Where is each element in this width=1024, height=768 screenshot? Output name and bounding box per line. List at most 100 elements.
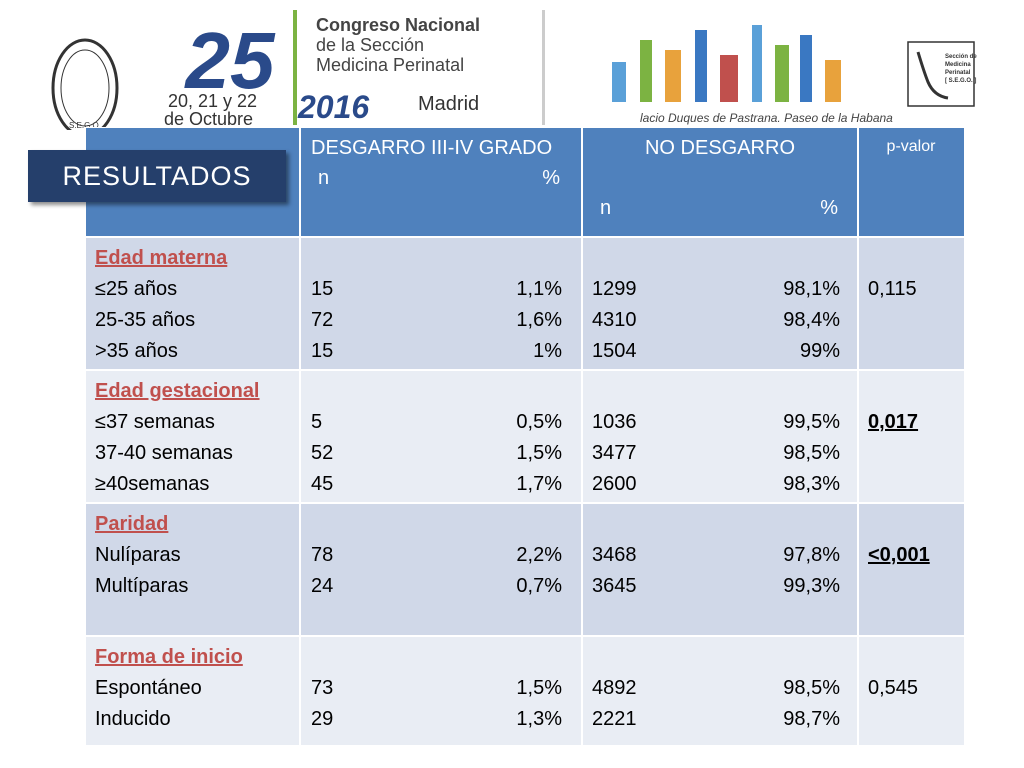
count: 2600 bbox=[592, 473, 637, 495]
body-cell bbox=[85, 636, 300, 746]
count: 52 bbox=[311, 442, 334, 464]
congress-line: Congreso Nacional bbox=[316, 15, 480, 35]
percent: 1,3% bbox=[516, 708, 562, 730]
percent: 0,5% bbox=[516, 411, 562, 433]
count: 78 bbox=[311, 544, 334, 566]
dates: de Octubre bbox=[164, 109, 253, 129]
header-art: S.E.G.O. 25 Congreso Nacional de la Secc… bbox=[51, 10, 977, 130]
column-sub: n bbox=[318, 167, 330, 189]
divider bbox=[542, 10, 545, 125]
column-title: p-valor bbox=[886, 138, 936, 155]
header-cell bbox=[582, 127, 858, 237]
logo-text: [ S.E.G.O. ] bbox=[945, 78, 976, 84]
body-cell bbox=[858, 636, 965, 746]
body-cell bbox=[85, 503, 300, 636]
dates: 20, 21 y 22 bbox=[168, 91, 257, 111]
congress-line: de la Sección bbox=[316, 35, 424, 55]
percent: 98,3% bbox=[783, 473, 840, 495]
column-sub: % bbox=[542, 167, 560, 189]
count: 1299 bbox=[592, 278, 637, 300]
count: 1036 bbox=[592, 411, 637, 433]
seal-text: S.E.G.O. bbox=[69, 121, 101, 130]
big-number: 25 bbox=[184, 16, 276, 105]
percent: 1,5% bbox=[516, 442, 562, 464]
percent: 0,7% bbox=[516, 575, 562, 597]
p-value: <0,001 bbox=[868, 544, 930, 566]
percent: 99,3% bbox=[783, 575, 840, 597]
percent: 97,8% bbox=[783, 544, 840, 566]
logo-text: Perinatal bbox=[945, 70, 971, 76]
count: 4892 bbox=[592, 677, 637, 699]
body-cell bbox=[582, 636, 858, 746]
column-title: NO DESGARRO bbox=[644, 137, 796, 159]
column-sub: % bbox=[820, 197, 838, 219]
percent: 98,4% bbox=[783, 309, 840, 331]
body-cell bbox=[858, 237, 965, 370]
percent: 98,5% bbox=[783, 442, 840, 464]
header-cell bbox=[300, 127, 582, 237]
body-cell bbox=[858, 370, 965, 503]
row-label: ≤25 años bbox=[95, 278, 178, 300]
year: 2016 bbox=[297, 89, 369, 125]
header-cell bbox=[858, 127, 965, 237]
group-title: Forma de inicio bbox=[95, 646, 243, 668]
row-label: Nulíparas bbox=[95, 544, 181, 566]
count: 45 bbox=[311, 473, 334, 495]
row-label: >35 años bbox=[95, 340, 178, 362]
percent: 2,2% bbox=[516, 544, 562, 566]
percent: 1,6% bbox=[516, 309, 562, 331]
p-value: 0,545 bbox=[868, 677, 919, 699]
percent: 99% bbox=[799, 340, 840, 362]
body-cell bbox=[85, 237, 300, 370]
venue: lacio Duques de Pastrana. Paseo de la Ha… bbox=[640, 111, 893, 125]
p-value: 0,017 bbox=[868, 411, 919, 433]
body-cell bbox=[300, 503, 582, 636]
percent: 1,7% bbox=[516, 473, 562, 495]
count: 72 bbox=[311, 309, 334, 331]
body-cell bbox=[300, 370, 582, 503]
column-sub: n bbox=[600, 197, 612, 219]
group-title: Paridad bbox=[95, 513, 169, 535]
row-label: ≤37 semanas bbox=[95, 411, 215, 433]
percent: 1% bbox=[533, 340, 562, 362]
count: 3477 bbox=[592, 442, 637, 464]
count: 73 bbox=[311, 677, 334, 699]
body-cell bbox=[582, 370, 858, 503]
skyline bbox=[612, 25, 841, 102]
body-cell bbox=[582, 503, 858, 636]
group-title: Edad gestacional bbox=[95, 380, 260, 402]
column-title: DESGARRO III-IV GRADO bbox=[311, 137, 553, 159]
percent: 1,1% bbox=[516, 278, 562, 300]
count: 1504 bbox=[592, 340, 637, 362]
count: 5 bbox=[311, 411, 323, 433]
row-label: Multíparas bbox=[95, 575, 189, 597]
divider bbox=[293, 10, 297, 125]
logo-figure bbox=[916, 51, 949, 100]
percent: 98,1% bbox=[783, 278, 840, 300]
percent: 99,5% bbox=[783, 411, 840, 433]
body-cell bbox=[300, 237, 582, 370]
row-label: Inducido bbox=[95, 708, 171, 730]
logo-text: Sección de bbox=[945, 54, 977, 60]
row-label: 37-40 semanas bbox=[95, 442, 233, 464]
body-cell bbox=[85, 370, 300, 503]
count: 15 bbox=[311, 340, 334, 362]
count: 3645 bbox=[592, 575, 637, 597]
body-cell bbox=[300, 636, 582, 746]
group-title: Edad materna bbox=[95, 247, 228, 269]
section-badge: RESULTADOS bbox=[28, 150, 286, 202]
row-label: 25-35 años bbox=[95, 309, 196, 331]
logo-text: Medicina bbox=[945, 62, 971, 68]
seal bbox=[51, 38, 119, 130]
p-value: 0,115 bbox=[868, 278, 917, 300]
percent: 1,5% bbox=[516, 677, 562, 699]
count: 29 bbox=[311, 708, 334, 730]
body-cell bbox=[582, 237, 858, 370]
body-cell bbox=[858, 503, 965, 636]
congress-line: Medicina Perinatal bbox=[316, 55, 464, 75]
percent: 98,5% bbox=[783, 677, 840, 699]
count: 3468 bbox=[592, 544, 637, 566]
count: 24 bbox=[311, 575, 334, 597]
